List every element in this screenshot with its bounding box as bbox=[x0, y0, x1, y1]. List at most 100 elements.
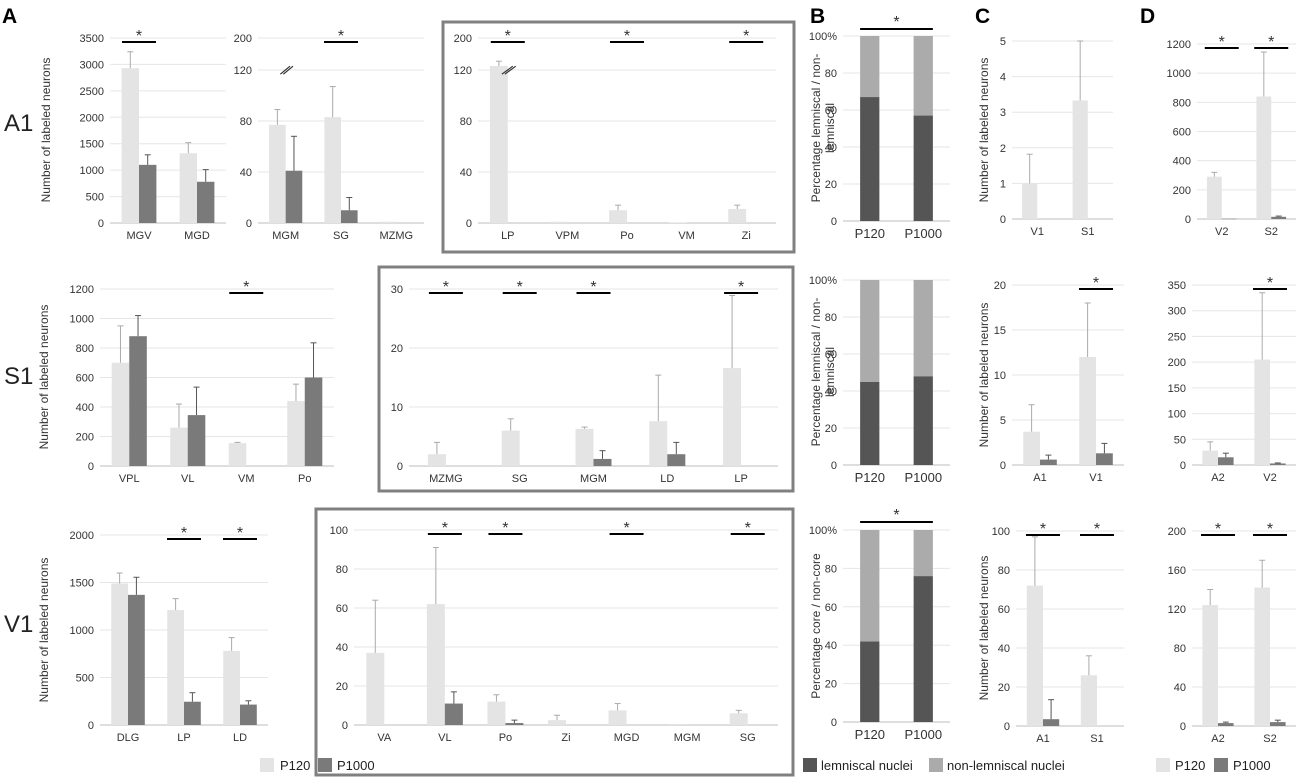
significance-star: * bbox=[1267, 275, 1273, 292]
y-tick-label: 500 bbox=[86, 192, 104, 204]
y-tick-label: 100 bbox=[1168, 409, 1186, 421]
x-tick-label: VPM bbox=[555, 230, 579, 242]
highlight-frame-a1 bbox=[441, 20, 796, 254]
significance-star: * bbox=[237, 525, 243, 542]
x-tick-label: SG bbox=[512, 473, 528, 485]
x-tick-label: S2 bbox=[1265, 226, 1278, 238]
significance-star: * bbox=[517, 279, 523, 296]
legend-left: P120 P1000 bbox=[260, 758, 375, 773]
y-tick-label: 200 bbox=[76, 432, 94, 444]
x-tick-label: VL bbox=[181, 473, 194, 485]
bar-p120 bbox=[179, 153, 197, 223]
bar-p120 bbox=[269, 124, 286, 223]
legend-label-p1000: P1000 bbox=[337, 758, 375, 773]
x-tick-label: VPL bbox=[119, 473, 140, 485]
stacked-bar-nonlemniscal bbox=[913, 36, 933, 116]
bar-p1000 bbox=[667, 454, 686, 466]
y-tick-label: 80 bbox=[825, 312, 837, 324]
y-tick-label: 350 bbox=[1168, 280, 1186, 292]
bar-p120 bbox=[668, 222, 687, 223]
x-tick-label: V2 bbox=[1215, 226, 1228, 238]
y-tick-label: 15 bbox=[994, 325, 1006, 337]
y-tick-label: 2 bbox=[1000, 143, 1006, 155]
significance-star: * bbox=[624, 28, 630, 45]
y-tick-label: 1500 bbox=[80, 139, 104, 151]
significance-star: * bbox=[502, 520, 508, 537]
axis-break-mark bbox=[501, 65, 514, 75]
y-tick-label: 400 bbox=[1173, 156, 1191, 168]
y-tick-label: 20 bbox=[825, 679, 837, 691]
x-tick-label: Zi bbox=[561, 732, 570, 744]
panel-letter-b: B bbox=[810, 5, 825, 28]
x-tick-label: P1000 bbox=[904, 470, 942, 485]
chart-a-s1-2: 0 10 20 30 MZMG SG MGM LD LP * * * * bbox=[391, 279, 778, 485]
y-tick-label: 20 bbox=[825, 423, 837, 435]
bar-p120 bbox=[501, 430, 520, 466]
chart-a-a1-1: 0 500 1000 1500 2000 2500 3000 3500 Number of la… bbox=[39, 28, 226, 242]
bar-p120 bbox=[728, 208, 747, 223]
significance-star: * bbox=[1268, 34, 1274, 51]
row-label-v1: V1 bbox=[4, 611, 33, 638]
x-tick-label: S2 bbox=[1263, 733, 1276, 745]
significance-star: * bbox=[1093, 275, 1099, 292]
bar-p120 bbox=[609, 210, 627, 223]
y-tick-label: 60 bbox=[825, 349, 837, 361]
stacked-bar-nonlemniscal bbox=[913, 280, 933, 377]
y-tick-label: 200 bbox=[234, 33, 252, 45]
bar-p120 bbox=[121, 68, 139, 223]
chart-b-3: 0 20 40 60 80 100% Percentage core / non-core P… bbox=[809, 507, 950, 742]
y-axis-label: Number of labeled neurons bbox=[977, 58, 991, 203]
bar-p1000 bbox=[1096, 453, 1113, 465]
y-tick-label: 300 bbox=[1168, 306, 1186, 318]
x-tick-label: P1000 bbox=[904, 226, 942, 241]
panel-letter-d: D bbox=[1140, 5, 1155, 28]
y-tick-label: 4 bbox=[1000, 72, 1006, 84]
chart-d-1: 0 200 400 600 800 1000 1200 V2 S2 * * bbox=[1167, 34, 1296, 238]
legend-swatch-p120-right bbox=[1156, 758, 1170, 772]
significance-star: * bbox=[893, 14, 899, 31]
bar-p120 bbox=[287, 401, 305, 466]
y-tick-label: 20 bbox=[391, 343, 403, 355]
y-tick-label: 1000 bbox=[1167, 68, 1191, 80]
x-tick-label: MGM bbox=[674, 732, 701, 744]
bar-p120 bbox=[1202, 605, 1218, 726]
x-tick-label: S1 bbox=[1081, 226, 1094, 238]
chart-a-v1-1: 0 500 1000 1500 2000 Number of labeled neuron… bbox=[37, 525, 268, 744]
y-tick-label: 40 bbox=[825, 142, 837, 154]
bar-p120 bbox=[1080, 675, 1097, 726]
chart-d-3: 0 40 80 120 160 200 A2 S2 * * bbox=[1168, 521, 1296, 745]
y-tick-label: 60 bbox=[998, 604, 1010, 616]
significance-star: * bbox=[136, 28, 142, 45]
legend-right: P120 P1000 bbox=[1156, 758, 1271, 773]
bar-p1000 bbox=[1270, 463, 1286, 465]
bar-p1000 bbox=[285, 170, 303, 223]
y-tick-label: 60 bbox=[336, 603, 348, 615]
y-tick-label: 50 bbox=[1174, 434, 1186, 446]
stacked-bar-nonlemniscal bbox=[913, 530, 933, 577]
x-tick-label: LP bbox=[177, 732, 190, 744]
y-axis-label: Percentage core / non-core bbox=[809, 553, 823, 699]
chart-a-s1-1: 0 200 400 600 800 1000 1200 Number of labeled n… bbox=[37, 279, 334, 485]
y-tick-label: 40 bbox=[336, 642, 348, 654]
y-tick-label: 80 bbox=[825, 563, 837, 575]
y-tick-label: 10 bbox=[391, 402, 403, 414]
panel-letter-c: C bbox=[975, 5, 990, 28]
x-tick-label: MGM bbox=[580, 473, 607, 485]
x-tick-label: Po bbox=[298, 473, 311, 485]
x-tick-label: VM bbox=[238, 473, 255, 485]
y-tick-label: 40 bbox=[825, 640, 837, 652]
x-tick-label: LP bbox=[734, 473, 747, 485]
bar-p1000 bbox=[129, 336, 147, 466]
bar-p120 bbox=[170, 427, 188, 466]
y-tick-label: 0 bbox=[831, 460, 837, 472]
bar-p1000 bbox=[1271, 216, 1287, 219]
y-tick-label: 0 bbox=[342, 720, 348, 732]
y-tick-label: 600 bbox=[76, 373, 94, 385]
stacked-bar-nonlemniscal bbox=[860, 36, 880, 98]
x-tick-label: A1 bbox=[1033, 472, 1046, 484]
x-tick-label: LP bbox=[501, 230, 514, 242]
legend-label-lemniscal: lemniscal nuclei bbox=[821, 758, 913, 773]
axis-break-mark bbox=[282, 65, 294, 75]
legend-swatch-p120 bbox=[260, 758, 274, 772]
